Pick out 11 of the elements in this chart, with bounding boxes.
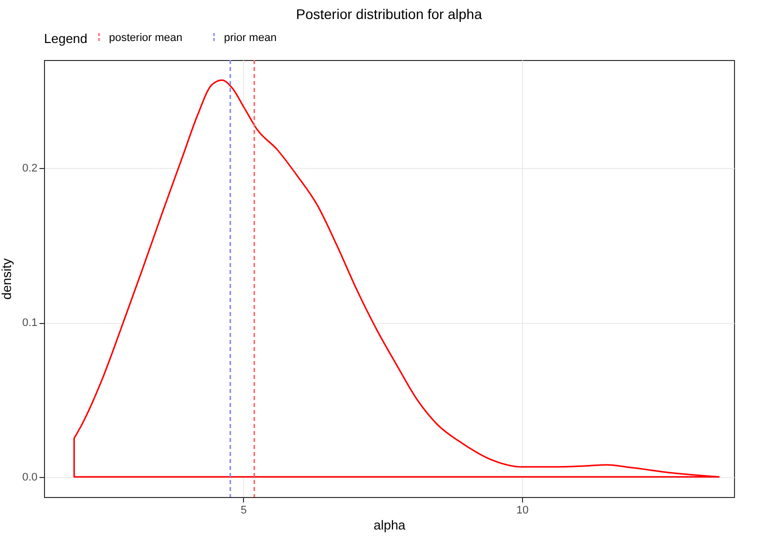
x-axis-title: alpha (374, 518, 406, 532)
y-axis-title: density (0, 258, 14, 300)
x-tick-label: 5 (240, 504, 247, 516)
chart-title: Posterior distribution for alpha (296, 6, 482, 22)
legend-title: Legend (44, 31, 88, 46)
y-tick-label: 0.0 (22, 471, 38, 484)
legend-label: posterior mean (109, 32, 182, 44)
y-tick-label: 0.2 (22, 162, 38, 175)
y-tick-label: 0.1 (22, 317, 38, 330)
x-tick-label: 10 (516, 504, 529, 516)
legend-label: prior mean (224, 32, 277, 44)
